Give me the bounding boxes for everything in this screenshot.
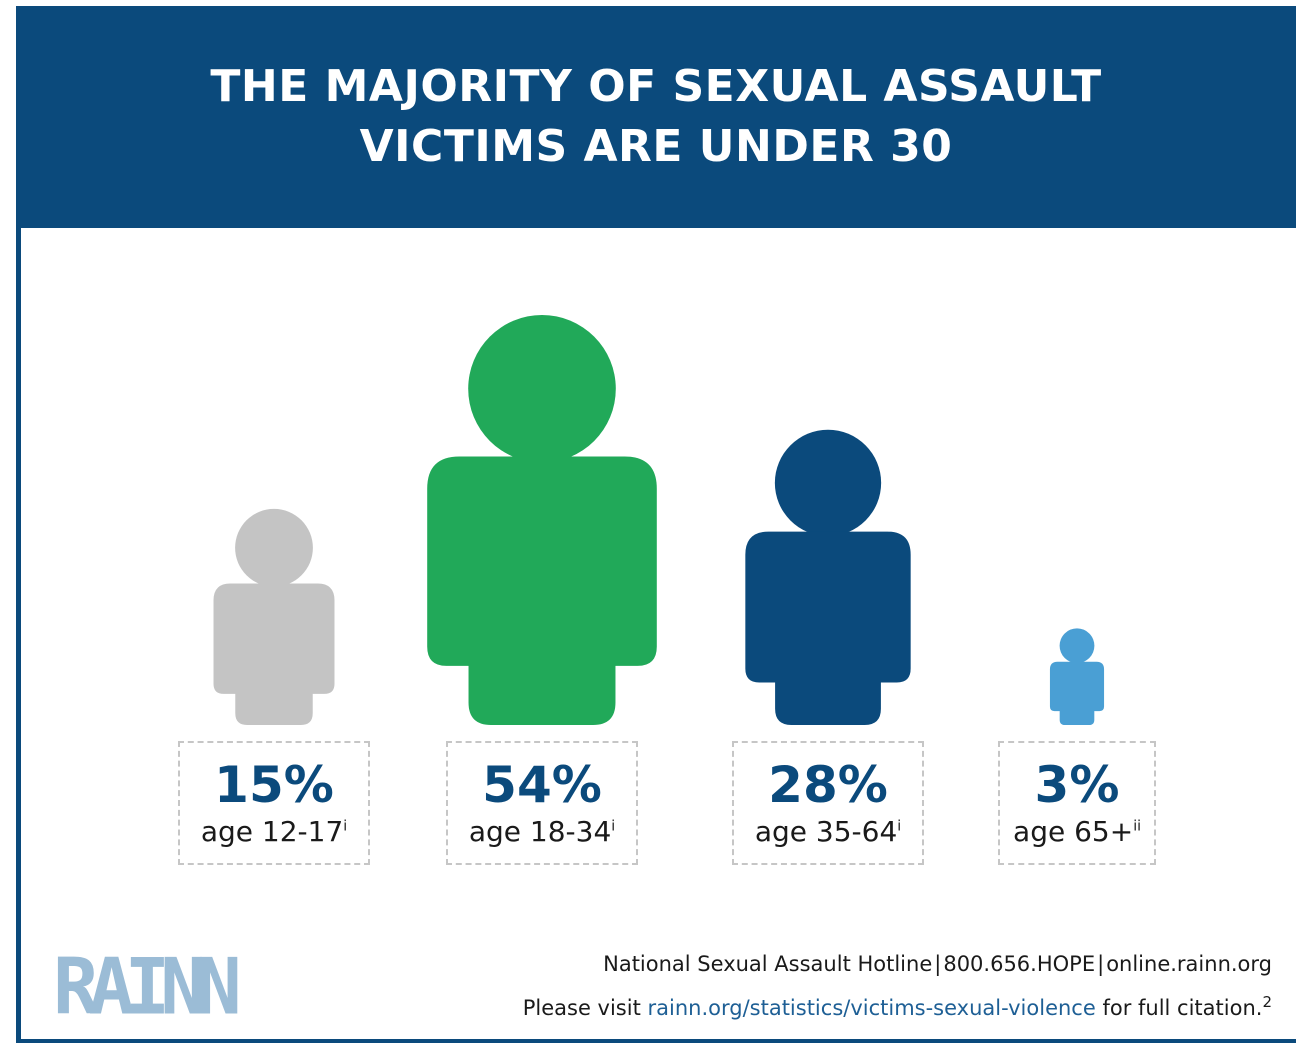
figure-4 (1049, 628, 1105, 725)
hotline-url: online.rainn.org (1106, 952, 1272, 976)
rainn-logo: RAINN (53, 940, 242, 1032)
figure-body-4 (1049, 661, 1105, 725)
figure-head-3 (774, 429, 882, 537)
header-banner: THE MAJORITY OF SEXUAL ASSAULT VICTIMS A… (16, 6, 1296, 228)
age-footnote: i (611, 818, 616, 835)
figure-3 (745, 429, 911, 725)
citation-prefix: Please visit (522, 996, 648, 1020)
title-line-1: THE MAJORITY OF SEXUAL ASSAULT (210, 61, 1102, 112)
percent-label: 54% (482, 756, 602, 814)
citation-link[interactable]: rainn.org/statistics/victims-sexual-viol… (647, 996, 1096, 1020)
figure-2 (427, 315, 657, 725)
figure-body-3 (745, 531, 911, 725)
figure-body-1 (213, 583, 335, 725)
hotline-separator-1: | (934, 952, 942, 976)
citation-footnote: 2 (1262, 993, 1272, 1011)
figure-head-2 (468, 315, 616, 463)
figure-head-1 (235, 508, 313, 587)
figure-body-2 (427, 456, 657, 725)
age-text: age 12-17 (200, 815, 344, 848)
citation-suffix: for full citation. (1095, 996, 1263, 1020)
label-box-3: 28% age 35-64i (732, 741, 924, 865)
figure-1 (213, 508, 335, 725)
age-label: age 65+ii (1013, 814, 1141, 850)
hotline-separator-2: | (1097, 952, 1105, 976)
hotline-name: National Sexual Assault Hotline (603, 952, 933, 976)
content-panel: 15% age 12-17i 54% age 18-34i 28% age 35-64i 3… (21, 228, 1296, 1039)
age-text: age 18-34 (468, 815, 612, 848)
label-box-4: 3% age 65+ii (998, 741, 1156, 865)
percent-label: 15% (214, 756, 334, 814)
percent-label: 3% (1034, 756, 1120, 814)
age-label: age 18-34i (469, 814, 615, 850)
label-box-1: 15% age 12-17i (178, 741, 370, 865)
percent-label: 28% (768, 756, 888, 814)
label-box-2: 54% age 18-34i (446, 741, 638, 865)
title-line-2: VICTIMS ARE UNDER 30 (359, 121, 953, 172)
age-footnote: i (897, 818, 902, 835)
age-label: age 12-17i (201, 814, 347, 850)
citation-line: Please visit rainn.org/statistics/victim… (523, 994, 1272, 1022)
age-footnote: ii (1133, 818, 1141, 835)
figure-head-4 (1059, 628, 1095, 664)
age-text: age 65+ (1013, 815, 1134, 848)
age-label: age 35-64i (755, 814, 901, 850)
hotline-line: National Sexual Assault Hotline|800.656.… (603, 950, 1272, 978)
hotline-phone: 800.656.HOPE (943, 952, 1096, 976)
pictograph-chart (213, 315, 1105, 725)
infographic-frame: THE MAJORITY OF SEXUAL ASSAULT VICTIMS A… (16, 6, 1296, 1043)
age-footnote: i (343, 818, 348, 835)
age-text: age 35-64 (754, 815, 898, 848)
